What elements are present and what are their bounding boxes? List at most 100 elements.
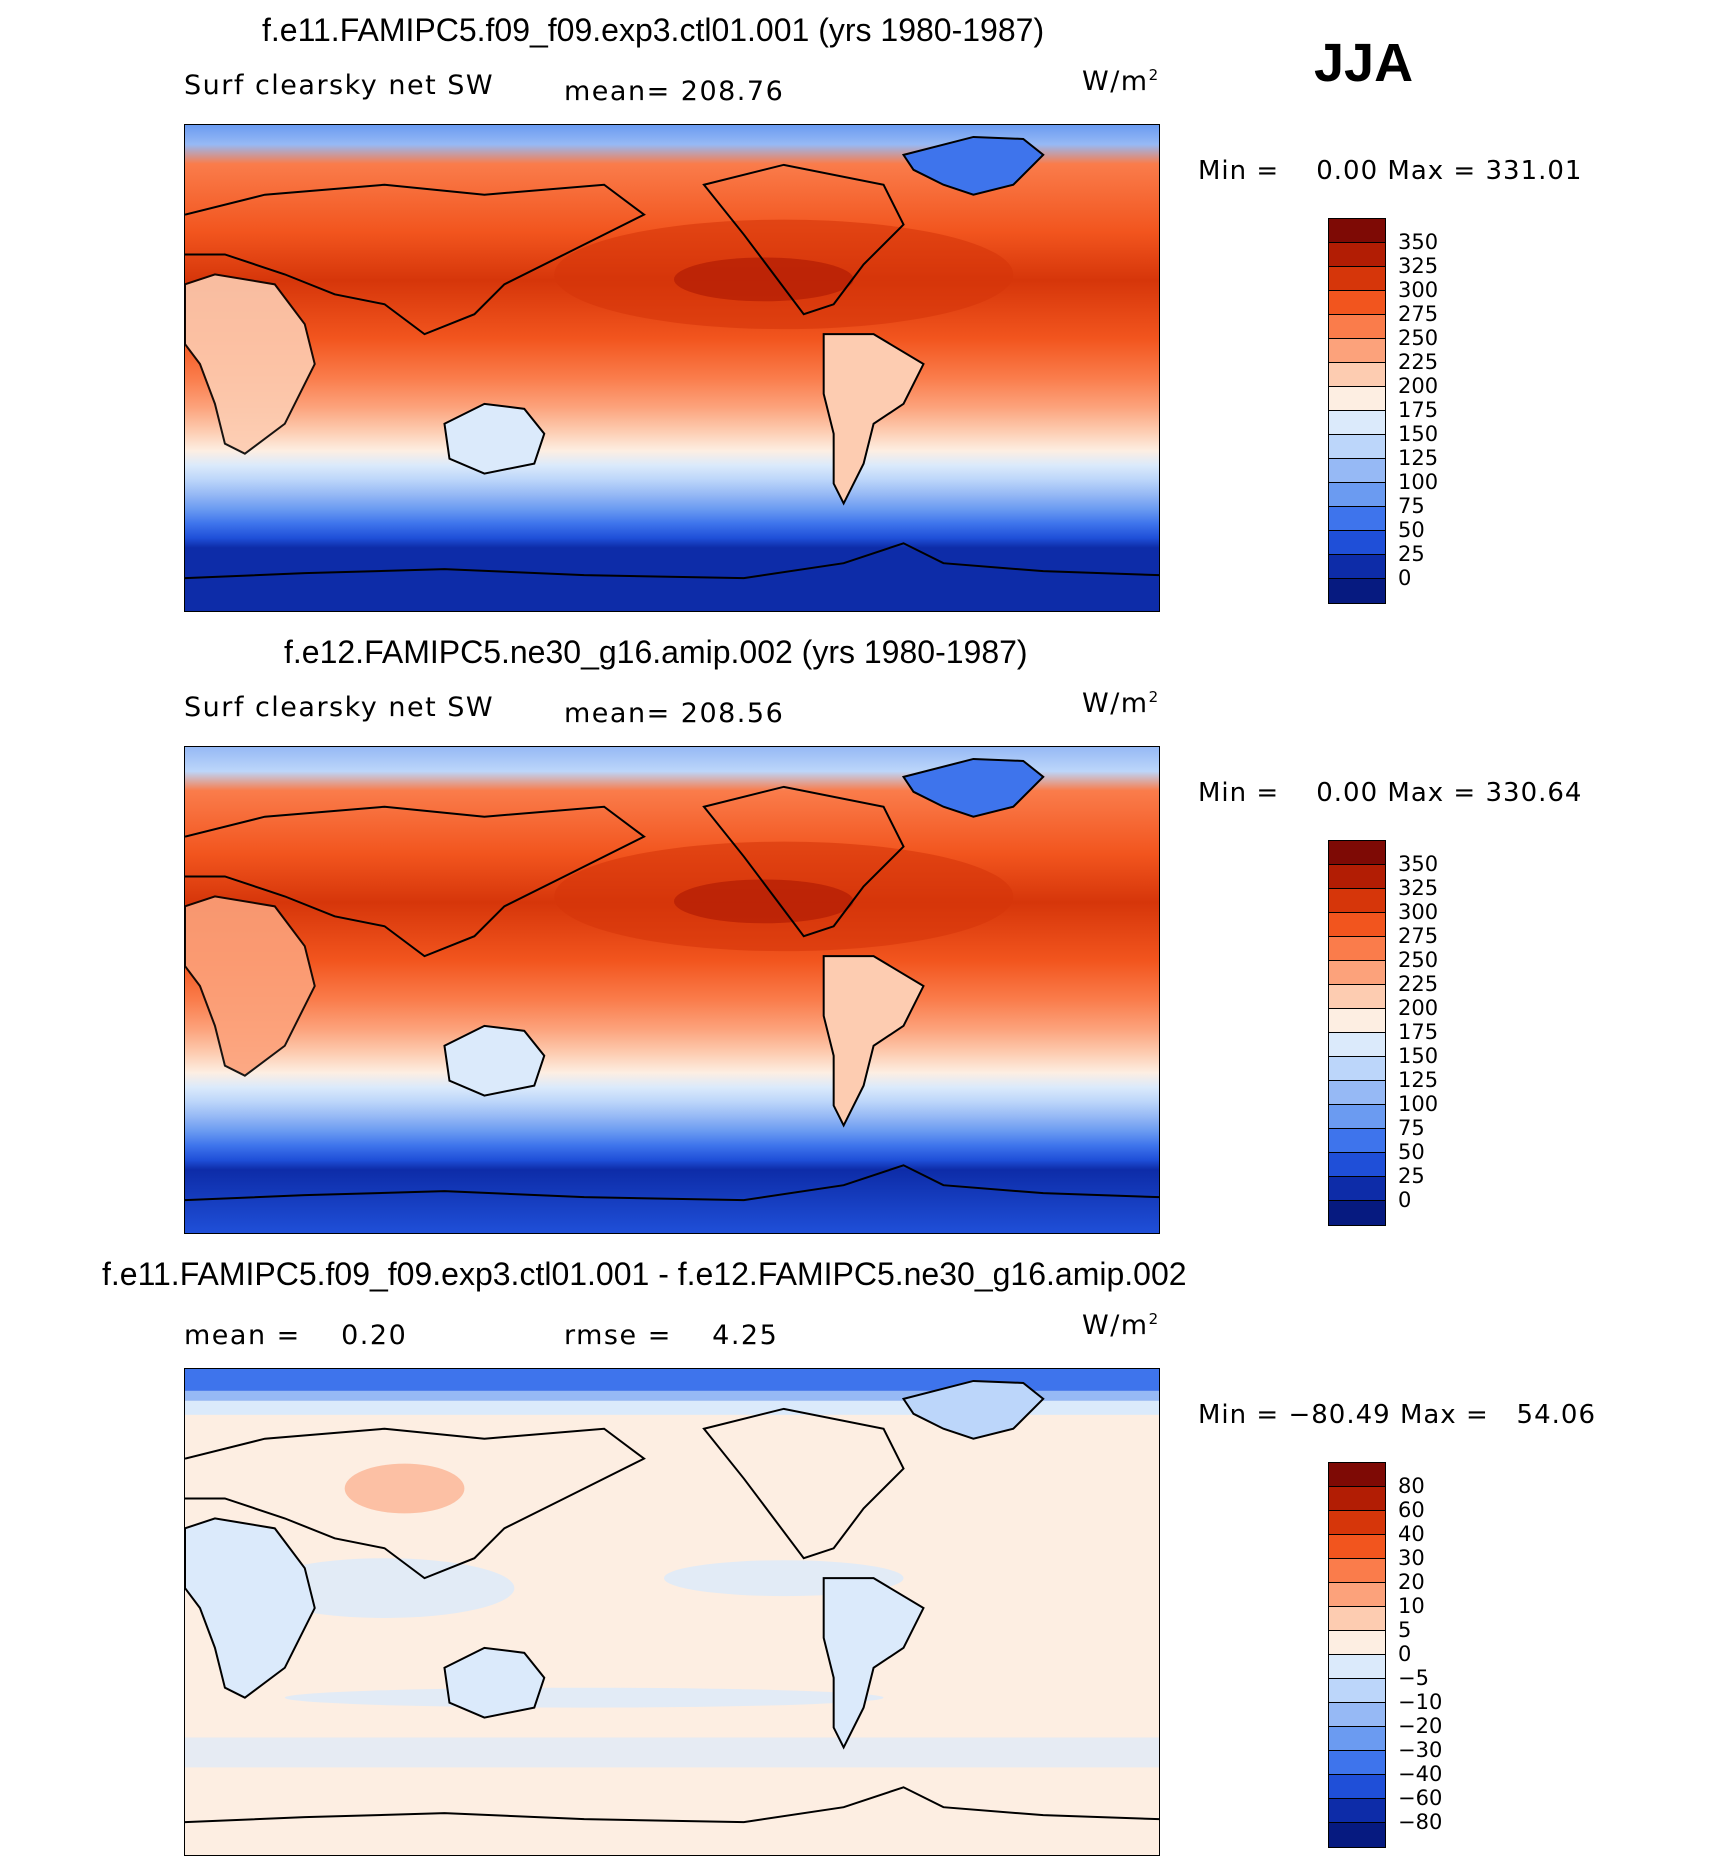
- panel2-tick: 50: [1398, 1140, 1425, 1164]
- panel2-swatch: [1329, 1057, 1385, 1081]
- panel1-colorbar: [1328, 218, 1386, 604]
- panel2-variable: Surf clearsky net SW: [184, 692, 495, 723]
- panel1-swatch: [1329, 411, 1385, 435]
- panel2-mean: mean= 208.56: [564, 698, 785, 729]
- panel2-swatch: [1329, 865, 1385, 889]
- panel2-tick: 275: [1398, 924, 1439, 948]
- panel1-tick: 275: [1398, 302, 1439, 326]
- panel3-tick: 60: [1398, 1498, 1425, 1522]
- panel1-swatch: [1329, 555, 1385, 579]
- panel1-units: W/m2: [1082, 66, 1160, 97]
- panel2-tick: 0: [1398, 1188, 1412, 1212]
- panel3-tick: 30: [1398, 1546, 1425, 1570]
- panel2-map-svg: [185, 747, 1159, 1233]
- panel3-rmse: rmse = 4.25: [564, 1320, 779, 1351]
- panel3-title: f.e11.FAMIPC5.f09_f09.exp3.ctl01.001 - f…: [102, 1256, 1187, 1292]
- panel3-swatch: [1329, 1775, 1385, 1799]
- panel2-tick: 200: [1398, 996, 1439, 1020]
- panel2-swatch: [1329, 1153, 1385, 1177]
- panel2-colorbar: [1328, 840, 1386, 1226]
- panel2-swatch: [1329, 913, 1385, 937]
- season-label: JJA: [1314, 33, 1414, 93]
- panel3-map-svg: [185, 1369, 1159, 1855]
- panel3-swatch: [1329, 1751, 1385, 1775]
- panel2-minmax: Min = 0.00 Max = 330.64: [1198, 778, 1583, 808]
- panel3-swatch: [1329, 1511, 1385, 1535]
- panel3-tick: −30: [1398, 1738, 1443, 1762]
- panel1-tick: 225: [1398, 350, 1439, 374]
- panel3-tick: −80: [1398, 1810, 1443, 1834]
- panel1-tick: 200: [1398, 374, 1439, 398]
- panel3-swatch: [1329, 1463, 1385, 1487]
- panel2-tick: 75: [1398, 1116, 1425, 1140]
- panel3-mean: mean = 0.20: [184, 1320, 408, 1351]
- panel1-tick: 50: [1398, 518, 1425, 542]
- panel2-tick: 150: [1398, 1044, 1439, 1068]
- panel1-tick: 25: [1398, 542, 1425, 566]
- panel3-swatch: [1329, 1823, 1385, 1847]
- panel2-swatch: [1329, 1033, 1385, 1057]
- panel1-swatch: [1329, 579, 1385, 603]
- panel2-title: f.e12.FAMIPC5.ne30_g16.amip.002 (yrs 198…: [284, 634, 1028, 670]
- panel1-swatch: [1329, 339, 1385, 363]
- panel1-swatch: [1329, 219, 1385, 243]
- panel2-tick: 250: [1398, 948, 1439, 972]
- panel2-tick: 300: [1398, 900, 1439, 924]
- panel3-swatch: [1329, 1631, 1385, 1655]
- panel3-tick: −10: [1398, 1690, 1443, 1714]
- panel1-tick: 325: [1398, 254, 1439, 278]
- panel2-swatch: [1329, 1177, 1385, 1201]
- panel2-swatch: [1329, 1201, 1385, 1225]
- panel3-tick: 20: [1398, 1570, 1425, 1594]
- panel3-swatch: [1329, 1583, 1385, 1607]
- panel3-swatch: [1329, 1559, 1385, 1583]
- panel1-tick: 300: [1398, 278, 1439, 302]
- panel3-swatch: [1329, 1727, 1385, 1751]
- panel1-swatch: [1329, 291, 1385, 315]
- panel1-map: [184, 124, 1160, 612]
- panel3-tick: −60: [1398, 1786, 1443, 1810]
- panel3-tick: −40: [1398, 1762, 1443, 1786]
- panel1-title: f.e11.FAMIPC5.f09_f09.exp3.ctl01.001 (yr…: [262, 12, 1045, 48]
- panel2-swatch: [1329, 1081, 1385, 1105]
- panel1-mean: mean= 208.76: [564, 76, 785, 107]
- panel3-tick: −20: [1398, 1714, 1443, 1738]
- panel3-swatch: [1329, 1535, 1385, 1559]
- panel2-map: [184, 746, 1160, 1234]
- panel1-swatch: [1329, 507, 1385, 531]
- panel1-tick: 350: [1398, 230, 1439, 254]
- panel3-minmax: Min = −80.49 Max = 54.06: [1198, 1400, 1596, 1430]
- panel2-swatch: [1329, 985, 1385, 1009]
- panel1-tick: 125: [1398, 446, 1439, 470]
- panel1-swatch: [1329, 531, 1385, 555]
- panel2-swatch: [1329, 889, 1385, 913]
- panel3-swatch: [1329, 1799, 1385, 1823]
- panel2-swatch: [1329, 961, 1385, 985]
- panel2-tick: 225: [1398, 972, 1439, 996]
- panel2-tick: 125: [1398, 1068, 1439, 1092]
- panel1-variable: Surf clearsky net SW: [184, 70, 495, 101]
- panel1-tick: 250: [1398, 326, 1439, 350]
- panel2-tick: 175: [1398, 1020, 1439, 1044]
- panel1-swatch: [1329, 363, 1385, 387]
- panel3-tick: 5: [1398, 1618, 1412, 1642]
- panel2-tick: 25: [1398, 1164, 1425, 1188]
- panel2-tick: 100: [1398, 1092, 1439, 1116]
- panel3-swatch: [1329, 1679, 1385, 1703]
- panel3-map: [184, 1368, 1160, 1856]
- panel1-swatch: [1329, 387, 1385, 411]
- panel1-swatch: [1329, 435, 1385, 459]
- panel2-swatch: [1329, 841, 1385, 865]
- panel1-map-svg: [185, 125, 1159, 611]
- panel3-tick: −5: [1398, 1666, 1429, 1690]
- panel2-swatch: [1329, 1129, 1385, 1153]
- panel3-tick: 10: [1398, 1594, 1425, 1618]
- panel2-units: W/m2: [1082, 688, 1160, 719]
- panel3-units: W/m2: [1082, 1310, 1160, 1341]
- panel2-tick: 325: [1398, 876, 1439, 900]
- panel1-minmax: Min = 0.00 Max = 331.01: [1198, 156, 1583, 186]
- panel3-colorbar: [1328, 1462, 1386, 1848]
- panel3-swatch: [1329, 1607, 1385, 1631]
- panel3-tick: 80: [1398, 1474, 1425, 1498]
- panel1-tick: 75: [1398, 494, 1425, 518]
